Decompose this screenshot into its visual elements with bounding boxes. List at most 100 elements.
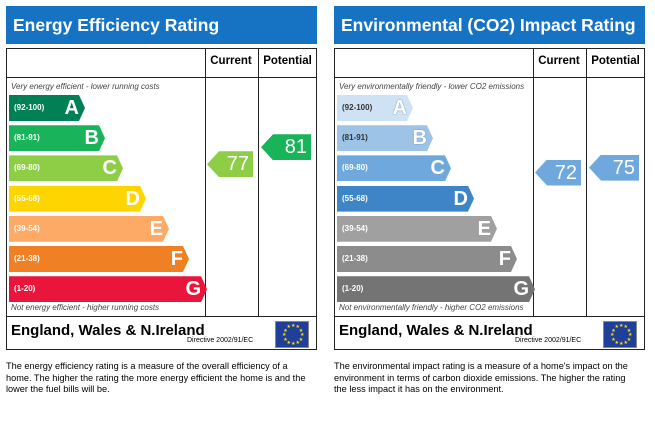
chart-title: Energy Efficiency Rating	[6, 6, 317, 44]
band-range-label: (1-20)	[342, 284, 364, 294]
band-a: (92-100) A	[337, 95, 413, 121]
header-divider	[335, 77, 644, 78]
energy-efficiency-chart: Energy Efficiency Rating Current Potenti…	[6, 6, 317, 350]
band-b: (81-91) B	[9, 125, 105, 151]
column-header-current: Current	[210, 55, 252, 67]
band-e: (39-54) E	[337, 216, 497, 242]
current-rating-arrow: 77	[207, 151, 253, 178]
band-range-label: (69-80)	[342, 163, 368, 173]
band-letter-label: G	[513, 278, 529, 301]
star-icon: ★	[298, 336, 304, 343]
environmental-description: The environmental impact rating is a mea…	[334, 361, 628, 394]
star-icon: ★	[628, 332, 633, 338]
potential-rating-arrow: 75	[589, 154, 639, 181]
star-icon: ★	[286, 324, 291, 331]
band-letter-label: F	[170, 248, 183, 270]
band-range-label: (92-100)	[342, 103, 373, 112]
star-icon: ★	[614, 339, 619, 346]
band-range-label: (55-68)	[14, 193, 40, 203]
column-divider	[533, 49, 534, 317]
band-letter-label: A	[392, 97, 407, 119]
band-letter-label: E	[149, 217, 163, 240]
environmental-impact-chart: Environmental (CO2) Impact Rating Curren…	[334, 6, 645, 350]
star-icon: ★	[623, 324, 628, 331]
star-icon: ★	[619, 323, 624, 329]
footer-directive: Directive 2002/91/EC	[515, 337, 582, 344]
bottom-caption: Not environmentally friendly - higher CO…	[339, 303, 524, 312]
column-divider	[586, 49, 587, 317]
band-b: (81-91) B	[337, 125, 433, 151]
band-range-label: (39-54)	[14, 223, 40, 233]
footer-divider	[7, 316, 316, 317]
star-icon: ★	[300, 332, 305, 338]
column-divider	[258, 49, 259, 317]
current-rating-value: 77	[226, 153, 249, 176]
band-range-label: (39-54)	[342, 223, 368, 233]
band-a: (92-100) A	[9, 95, 85, 121]
band-range-label: (55-68)	[342, 193, 368, 203]
footer-region: England, Wales & N.Ireland	[11, 322, 205, 339]
band-letter-label: C	[102, 157, 117, 180]
star-icon: ★	[291, 323, 296, 329]
column-divider	[205, 49, 206, 317]
star-icon: ★	[614, 324, 619, 331]
star-icon: ★	[295, 324, 300, 331]
column-header-potential: Potential	[263, 55, 312, 67]
band-letter-label: B	[412, 127, 427, 150]
band-e: (39-54) E	[9, 216, 169, 242]
current-rating-value: 72	[554, 161, 577, 184]
column-header-potential: Potential	[591, 55, 640, 67]
band-range-label: (81-91)	[14, 133, 40, 143]
band-range-label: (92-100)	[14, 103, 45, 112]
star-icon: ★	[298, 327, 304, 334]
band-letter-label: D	[125, 187, 140, 210]
star-icon: ★	[282, 332, 287, 338]
footer-directive: Directive 2002/91/EC	[187, 337, 254, 344]
band-c: (69-80) C	[9, 155, 123, 181]
band-d: (55-68) D	[337, 186, 474, 212]
star-icon: ★	[619, 341, 624, 347]
band-d: (55-68) D	[9, 186, 146, 212]
band-range-label: (69-80)	[14, 163, 40, 173]
star-icon: ★	[610, 332, 615, 338]
rating-grid: Current Potential Very energy efficient …	[6, 48, 317, 350]
star-icon: ★	[611, 327, 616, 334]
star-icon: ★	[283, 327, 288, 334]
star-icon: ★	[283, 336, 288, 343]
star-icon: ★	[611, 336, 616, 343]
chart-title: Environmental (CO2) Impact Rating	[334, 6, 645, 44]
top-caption: Very environmentally friendly - lower CO…	[339, 82, 525, 91]
top-caption: Very energy efficient - lower running co…	[11, 82, 160, 91]
star-icon: ★	[626, 336, 632, 343]
band-range-label: (1-20)	[14, 284, 36, 294]
band-g: (1-20) G	[337, 276, 535, 302]
potential-rating-value: 81	[284, 136, 307, 159]
band-letter-label: F	[498, 248, 511, 270]
potential-rating-value: 75	[612, 156, 635, 179]
bottom-caption: Not energy efficient - higher running co…	[11, 303, 160, 312]
footer-divider	[335, 316, 644, 317]
band-letter-label: C	[430, 157, 445, 180]
band-f: (21-38) F	[9, 246, 189, 272]
band-letter-label: D	[453, 187, 468, 210]
eu-flag-icon: ★ ★ ★ ★ ★ ★ ★ ★ ★ ★ ★ ★	[275, 321, 309, 348]
band-letter-label: A	[64, 97, 79, 119]
band-letter-label: E	[477, 217, 491, 240]
eu-flag-icon: ★ ★ ★ ★ ★ ★ ★ ★ ★ ★ ★ ★	[603, 321, 637, 348]
star-icon: ★	[286, 339, 291, 346]
header-divider	[7, 77, 316, 78]
band-letter-label: G	[185, 278, 201, 301]
band-range-label: (81-91)	[342, 133, 368, 143]
star-icon: ★	[291, 341, 296, 347]
column-header-current: Current	[538, 55, 580, 67]
potential-rating-arrow: 81	[261, 134, 311, 161]
current-rating-arrow: 72	[535, 159, 581, 186]
star-icon: ★	[626, 327, 632, 334]
star-icon: ★	[623, 339, 628, 346]
star-icon: ★	[295, 339, 300, 346]
rating-grid: Current Potential Very environmentally f…	[334, 48, 645, 350]
band-range-label: (21-38)	[14, 254, 40, 263]
band-letter-label: B	[84, 127, 99, 150]
band-range-label: (21-38)	[342, 254, 368, 263]
band-g: (1-20) G	[9, 276, 207, 302]
